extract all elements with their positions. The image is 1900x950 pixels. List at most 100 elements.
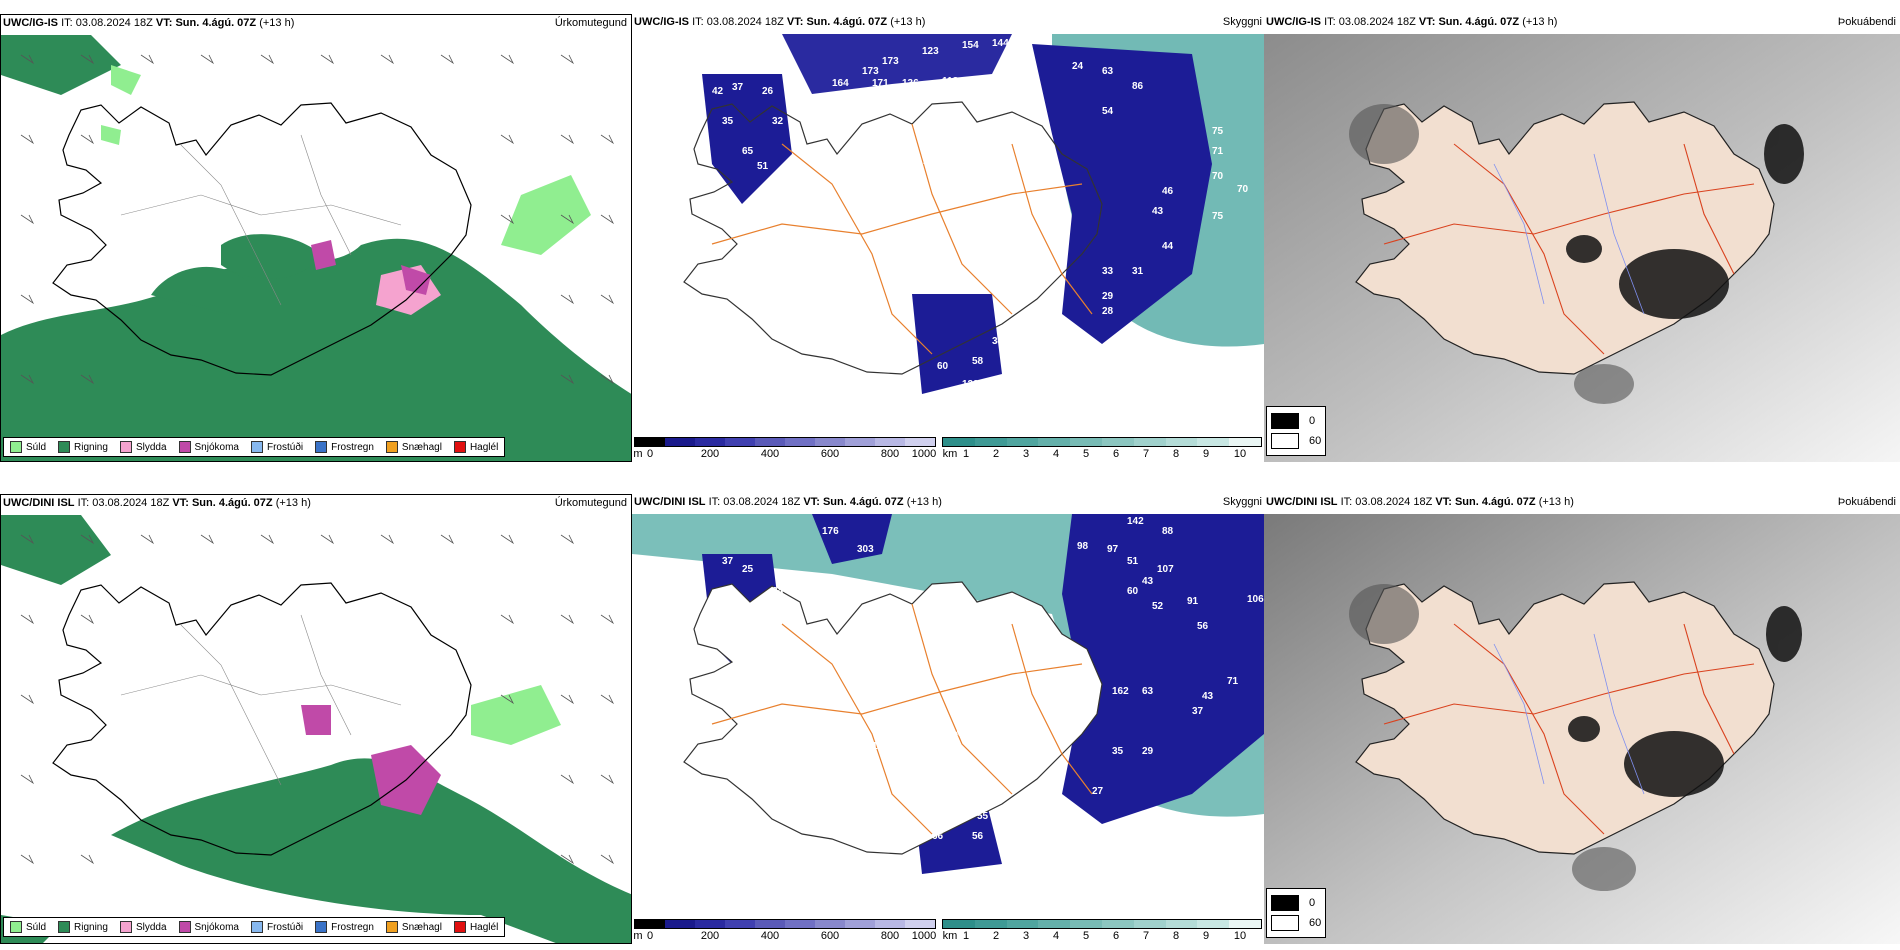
svg-text:84: 84 [742, 622, 754, 633]
fog-header: UWC/IG-IS IT: 03.08.2024 18Z VT: Sun. 4.… [1266, 16, 1558, 28]
svg-text:142: 142 [1127, 516, 1144, 527]
precip-title: Úrkomutegund [554, 17, 627, 29]
svg-text:26: 26 [1042, 336, 1054, 347]
svg-text:26: 26 [762, 86, 774, 97]
svg-text:171: 171 [872, 78, 889, 89]
fog-map [1264, 494, 1900, 944]
svg-text:63: 63 [1022, 216, 1034, 227]
svg-text:51: 51 [1127, 556, 1139, 567]
svg-text:58: 58 [1022, 741, 1034, 752]
svg-text:76: 76 [922, 156, 934, 167]
fog-header: UWC/DINI ISL IT: 03.08.2024 18Z VT: Sun.… [1266, 496, 1574, 508]
fog-title: Þokuábendi [1837, 496, 1896, 508]
legend-item-snaehagl: Snæhagl [385, 921, 442, 933]
cloud-map: 176 303 142 88 98 97 51 107 43 91 106 60 52 56 71 43… [632, 494, 1264, 944]
fog-legend: 0 60 [1266, 888, 1327, 938]
precip-panel-bottom: UWC/DINI ISL IT: 03.08.2024 18Z VT: Sun.… [0, 494, 632, 944]
svg-text:65: 65 [742, 146, 754, 157]
fog-panel-bottom: UWC/DINI ISL IT: 03.08.2024 18Z VT: Sun.… [1264, 494, 1900, 944]
svg-text:107: 107 [1157, 564, 1174, 575]
legend-item-snaehagl: Snæhagl [385, 441, 442, 453]
svg-text:164: 164 [832, 78, 849, 89]
svg-text:84: 84 [757, 622, 769, 633]
precip-map [1, 15, 631, 461]
legend-item-slydda: Slydda [119, 921, 167, 933]
precip-header: UWC/DINI ISL IT: 03.08.2024 18Z VT: Sun.… [3, 497, 311, 509]
cloud-panel-top: 173 123 154 144 42 37 26 35 32 65 51 164 173 171 13… [632, 14, 1264, 462]
legend-item-frostregn: Frostregn [315, 441, 374, 453]
legend-item-snjokoma: Snjókoma [178, 921, 239, 933]
precip-title: Úrkomutegund [554, 497, 627, 509]
svg-text:28: 28 [1102, 306, 1114, 317]
svg-text:43: 43 [1152, 206, 1164, 217]
svg-text:71: 71 [1227, 676, 1239, 687]
svg-text:24: 24 [1072, 61, 1084, 72]
legend-item-frostudi: Frostúði [250, 441, 303, 453]
svg-text:54: 54 [892, 381, 904, 392]
svg-text:40: 40 [894, 871, 906, 882]
svg-text:51: 51 [757, 161, 769, 172]
model-name: UWC/IG-IS [3, 17, 58, 29]
legend-item-snjokoma: Snjókoma [178, 441, 239, 453]
svg-text:22: 22 [1052, 316, 1064, 327]
cloud-panel-bottom: 176 303 142 88 98 97 51 107 43 91 106 60 52 56 71 43… [632, 494, 1264, 944]
svg-text:52: 52 [1152, 601, 1164, 612]
visibility-colorbar: km 1 2 3 4 5 6 7 8 9 10 [942, 437, 1262, 461]
svg-text:91: 91 [1187, 596, 1199, 607]
svg-text:43: 43 [1142, 576, 1154, 587]
svg-text:303: 303 [857, 544, 874, 555]
precip-header: UWC/IG-IS IT: 03.08.2024 18Z VT: Sun. 4.… [3, 17, 295, 29]
svg-text:23: 23 [1062, 811, 1074, 822]
svg-text:86: 86 [1132, 81, 1144, 92]
svg-text:122: 122 [962, 379, 979, 390]
svg-text:43: 43 [1202, 691, 1214, 702]
svg-text:54: 54 [1102, 106, 1114, 117]
svg-text:144: 144 [992, 38, 1009, 49]
fog-panel-top: UWC/IG-IS IT: 03.08.2024 18Z VT: Sun. 4.… [1264, 14, 1900, 462]
svg-text:126: 126 [872, 741, 889, 752]
svg-text:44: 44 [1162, 241, 1174, 252]
legend-item-sudd: Súld [10, 921, 46, 933]
svg-text:27: 27 [1092, 786, 1104, 797]
legend-item-rigning: Rigning [58, 921, 108, 933]
fog-title: Þokuábendi [1837, 16, 1896, 28]
svg-text:32: 32 [772, 116, 784, 127]
svg-text:37: 37 [1192, 706, 1204, 717]
svg-text:42: 42 [712, 86, 724, 97]
svg-text:58: 58 [972, 356, 984, 367]
precip-panel-top: UWC/IG-IS IT: 03.08.2024 18Z VT: Sun. 4.… [0, 14, 632, 462]
svg-text:66: 66 [932, 831, 944, 842]
svg-text:39: 39 [732, 608, 744, 619]
svg-text:35: 35 [722, 596, 734, 607]
svg-text:123: 123 [922, 46, 939, 57]
svg-text:37: 37 [732, 82, 744, 93]
svg-text:30: 30 [932, 874, 944, 885]
svg-text:105: 105 [942, 196, 959, 207]
svg-text:34: 34 [772, 586, 784, 597]
svg-text:173: 173 [862, 66, 879, 77]
precip-legend: Súld Rigning Slydda Snjókoma Frostúði Fr… [3, 437, 506, 457]
svg-text:75: 75 [1212, 211, 1224, 222]
svg-text:96: 96 [962, 206, 974, 217]
svg-text:118: 118 [942, 76, 959, 87]
legend-item-haglel: Haglél [453, 921, 498, 933]
cloud-title: Skyggni [1222, 16, 1262, 28]
svg-text:35: 35 [722, 116, 734, 127]
legend-item-sudd: Súld [10, 441, 46, 453]
svg-text:56: 56 [972, 831, 984, 842]
svg-text:89: 89 [972, 186, 984, 197]
svg-text:154: 154 [962, 40, 979, 51]
legend-item-slydda: Slydda [119, 441, 167, 453]
svg-text:29: 29 [1102, 291, 1114, 302]
svg-text:37: 37 [722, 556, 734, 567]
cloud-title: Skyggni [1222, 496, 1262, 508]
svg-text:88: 88 [1162, 526, 1174, 537]
svg-text:68: 68 [1022, 266, 1034, 277]
fog-legend: 0 60 [1266, 406, 1327, 456]
svg-text:60: 60 [1127, 586, 1139, 597]
cloud-base-colorbar: m 0 200 400 600 800 1000 [633, 437, 936, 461]
svg-text:136: 136 [902, 78, 919, 89]
svg-text:70: 70 [1237, 184, 1249, 195]
svg-text:55: 55 [977, 811, 989, 822]
